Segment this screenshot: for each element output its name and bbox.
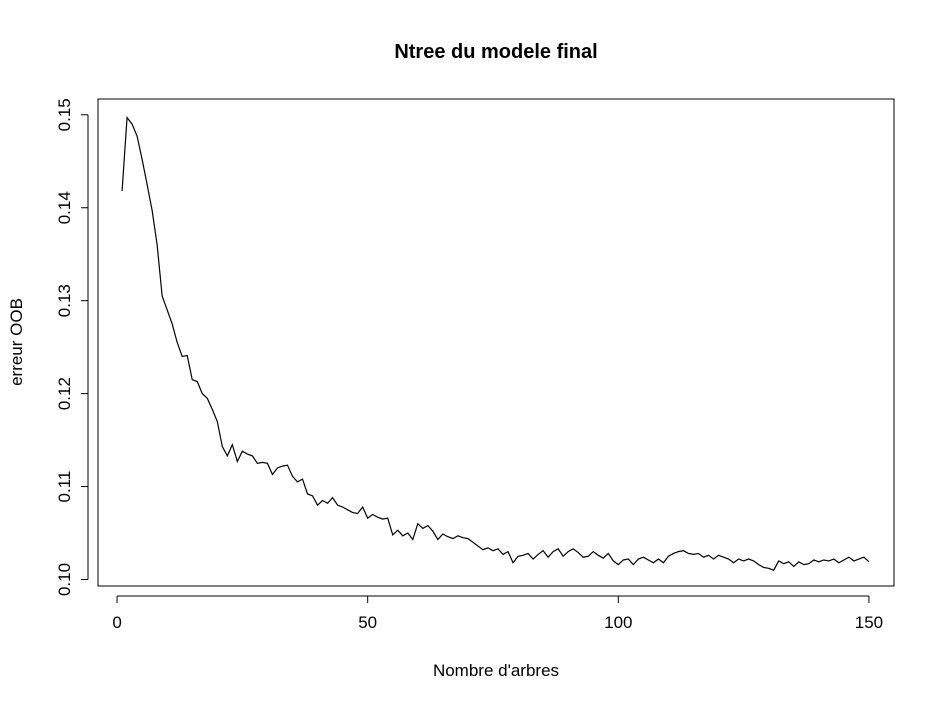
plot-frame [97,98,895,587]
y-tick-label: 0.10 [55,563,74,596]
y-tick-label: 0.14 [55,191,74,224]
x-tick-label: 150 [855,613,883,632]
x-tick-label: 50 [358,613,377,632]
y-axis: 0.10 0.11 0.12 0.13 0.14 0.15 [55,98,89,596]
y-tick-label: 0.11 [55,471,74,503]
oob-error-line [121,115,870,571]
chart-title: Ntree du modele final [394,41,597,63]
y-axis-label: erreur OOB [7,298,26,386]
x-axis: 0 50 100 150 [112,595,883,632]
y-tick-label: 0.15 [55,98,74,131]
y-tick-label: 0.12 [55,377,74,410]
x-tick-label: 0 [112,613,121,632]
x-tick-label: 100 [604,613,632,632]
x-axis-label: Nombre d'arbres [433,661,559,680]
y-tick-label: 0.13 [55,284,74,317]
